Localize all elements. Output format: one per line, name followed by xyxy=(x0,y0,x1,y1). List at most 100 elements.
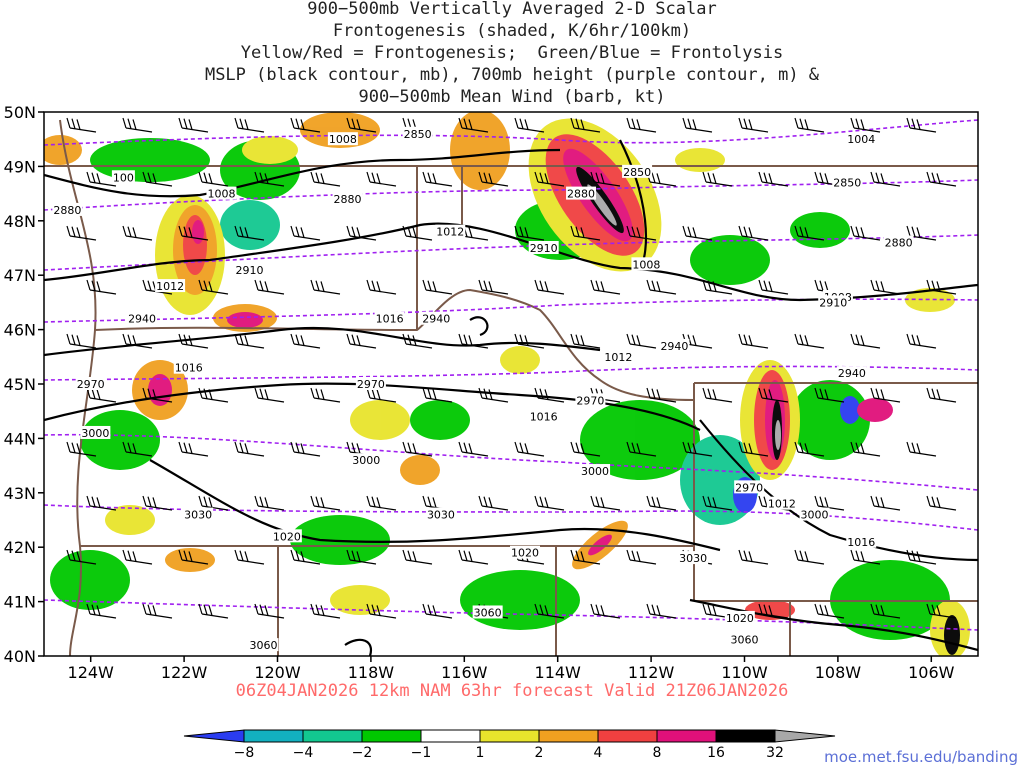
color-scale-bar: −8 −4 −2 −1 1 2 4 8 16 32 xyxy=(183,729,836,761)
wind-barb xyxy=(570,117,601,133)
wind-barb xyxy=(758,171,789,187)
wind-barb xyxy=(142,495,173,511)
wind-barb xyxy=(346,549,377,565)
wind-barb xyxy=(122,225,153,241)
mslp-label: 1012 xyxy=(604,351,632,364)
wind-barb xyxy=(290,225,321,241)
mslp-label-bg xyxy=(271,529,302,543)
wind-barb xyxy=(682,441,713,457)
wind-barb xyxy=(590,495,621,511)
wind-barb xyxy=(814,603,845,619)
wind-barb xyxy=(198,279,229,295)
mslp-label: 1020 xyxy=(726,612,754,625)
height-label: 3000 xyxy=(581,465,609,478)
wind-barb xyxy=(254,387,285,403)
wind-barb xyxy=(478,387,509,403)
mslp-label-bg xyxy=(510,545,541,559)
height-label: 2940 xyxy=(660,340,688,353)
wind-barb xyxy=(850,333,881,349)
height-label: 2970 xyxy=(77,378,105,391)
wind-barb xyxy=(66,549,97,565)
lon-label: 108W xyxy=(815,663,862,680)
wind-barb xyxy=(234,441,265,457)
wind-barb xyxy=(366,279,397,295)
height-label: 2880 xyxy=(334,193,362,206)
wind-barb xyxy=(310,603,341,619)
height-label-bg xyxy=(234,262,265,276)
wind-barb xyxy=(682,225,713,241)
colorbar-cell xyxy=(774,729,836,743)
wind-barb xyxy=(86,171,117,187)
height-label-bg xyxy=(52,202,83,216)
wind-barb xyxy=(534,387,565,403)
wind-barb xyxy=(738,225,769,241)
wind-barb xyxy=(366,603,397,619)
height-label-bg xyxy=(183,507,214,521)
mslp-label-bg xyxy=(374,311,405,325)
wind-barb xyxy=(346,225,377,241)
wind-barb xyxy=(198,495,229,511)
wind-barb xyxy=(402,333,433,349)
source-credit[interactable]: moe.met.fsu.edu/banding xyxy=(824,748,1018,766)
wind-barb xyxy=(86,603,117,619)
wind-barb xyxy=(346,333,377,349)
wind-barb xyxy=(402,225,433,241)
title-line-2: Frontogenesis (shaded, K/6hr/100km) xyxy=(332,21,692,41)
mslp-label: 1012 xyxy=(156,280,184,293)
height-label: 3060 xyxy=(731,634,759,647)
height-label-bg xyxy=(622,164,653,178)
wind-barb xyxy=(646,495,677,511)
wind-barb xyxy=(626,549,657,565)
wind-barb xyxy=(254,171,285,187)
wind-barb xyxy=(198,603,229,619)
wind-barb xyxy=(66,441,97,457)
mslp-label-bg xyxy=(846,132,877,146)
wind-barb xyxy=(850,117,881,133)
wind-barb xyxy=(346,117,377,133)
mslp-label-bg xyxy=(631,257,662,271)
wind-barb xyxy=(738,117,769,133)
wind-barb xyxy=(458,549,489,565)
wind-barb xyxy=(850,549,881,565)
height-label-bg xyxy=(472,605,503,619)
lat-label: 41N xyxy=(4,593,36,612)
height-label-bg xyxy=(351,453,382,467)
height-label-bg xyxy=(678,551,709,565)
height-label: 3060 xyxy=(474,606,502,619)
wind-barb xyxy=(142,171,173,187)
wind-barb xyxy=(178,333,209,349)
height-label-bg xyxy=(836,366,867,380)
wind-barb xyxy=(478,279,509,295)
height-label-bg xyxy=(127,311,158,325)
height-labels: 2850 2850 2850 2880 2880 2880 2880 2910 2910 2910… xyxy=(52,126,914,652)
lat-label: 48N xyxy=(4,212,36,231)
wind-barb xyxy=(310,495,341,511)
wind-barb xyxy=(142,603,173,619)
colorbar-label: −8 xyxy=(234,745,255,761)
wind-barb xyxy=(590,279,621,295)
title-line-1: 900−500mb Vertically Averaged 2-D Scalar xyxy=(307,0,717,19)
colorbar-label: −4 xyxy=(293,745,314,761)
colorbar-cell xyxy=(183,729,245,743)
wind-barb xyxy=(870,171,901,187)
weather-map: 1004100810010081012100810121016101210081… xyxy=(4,103,979,680)
wind-barb xyxy=(590,603,621,619)
wind-barb xyxy=(534,495,565,511)
title-line-4: MSLP (black contour, mb), 700mb height (… xyxy=(204,65,820,85)
wind-barb xyxy=(254,603,285,619)
wind-barb xyxy=(570,225,601,241)
wind-barb xyxy=(926,495,957,511)
colorbar-cell xyxy=(597,729,658,743)
wind-barb xyxy=(514,333,545,349)
height-label: 3000 xyxy=(81,427,109,440)
lon-label: 112W xyxy=(628,663,675,680)
wind-barb xyxy=(534,171,565,187)
height-label: 2970 xyxy=(357,378,385,391)
height-label-bg xyxy=(734,480,765,494)
wind-barb xyxy=(926,603,957,619)
wind-barb xyxy=(702,495,733,511)
wind-barb xyxy=(926,171,957,187)
height-label-bg xyxy=(355,377,386,390)
wind-barb xyxy=(794,333,825,349)
wind-barb xyxy=(814,387,845,403)
